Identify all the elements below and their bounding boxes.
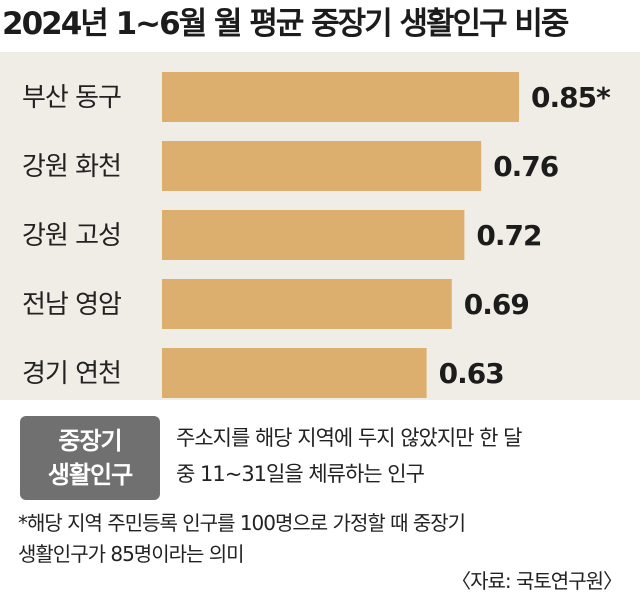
value-label: 0.72 [476,219,541,252]
legend-badge-line-1: 중장기 [58,427,122,455]
footnote-line-2: 생활인구가 85명이라는 의미 [18,542,245,566]
value-label: 0.69 [464,288,529,321]
bar [162,279,452,329]
bar [162,348,427,398]
category-label: 부산 동구 [22,83,121,113]
category-label: 경기 연천 [22,359,121,389]
value-label: 0.63 [439,357,504,390]
legend-badge: 중장기 생활인구 [20,416,160,500]
footnote-line-1: *해당 지역 주민등록 인구를 100명으로 가정할 때 중장기 [18,511,466,535]
legend-description-line-2: 중 11~31일을 체류하는 인구 [176,462,425,486]
bar [162,141,482,191]
chart-panel: 부산 동구 0.85* 강원 화천 0.76 강원 고성 0.72 전남 영암 0.69 경기 … [0,52,640,400]
bar [162,72,519,122]
value-label: 0.76 [493,150,558,183]
category-label: 강원 화천 [22,152,121,182]
legend-description-line-1: 주소지를 해당 지역에 두지 않았지만 한 달 [176,426,523,450]
bar [162,210,465,260]
chart-title: 2024년 1~6월 월 평균 중장기 생활인구 비중 [2,6,569,42]
source-note: 〈자료: 국토연구원〉 [451,569,623,593]
legend-description: 주소지를 해당 지역에 두지 않았지만 한 달 중 11~31일을 체류하는 인… [176,420,636,492]
value-label: 0.85* [531,81,611,114]
bar-chart: 부산 동구 0.85* 강원 화천 0.76 강원 고성 0.72 전남 영암 0.69 경기 … [22,72,612,398]
legend-row: 중장기 생활인구 주소지를 해당 지역에 두지 않았지만 한 달 중 11~31… [0,400,640,504]
legend-badge-line-2: 생활인구 [47,461,133,489]
category-label: 전남 영암 [22,290,121,320]
category-label: 강원 고성 [22,221,121,251]
footnote: *해당 지역 주민등록 인구를 100명으로 가정할 때 중장기 생활인구가 8… [18,508,638,570]
